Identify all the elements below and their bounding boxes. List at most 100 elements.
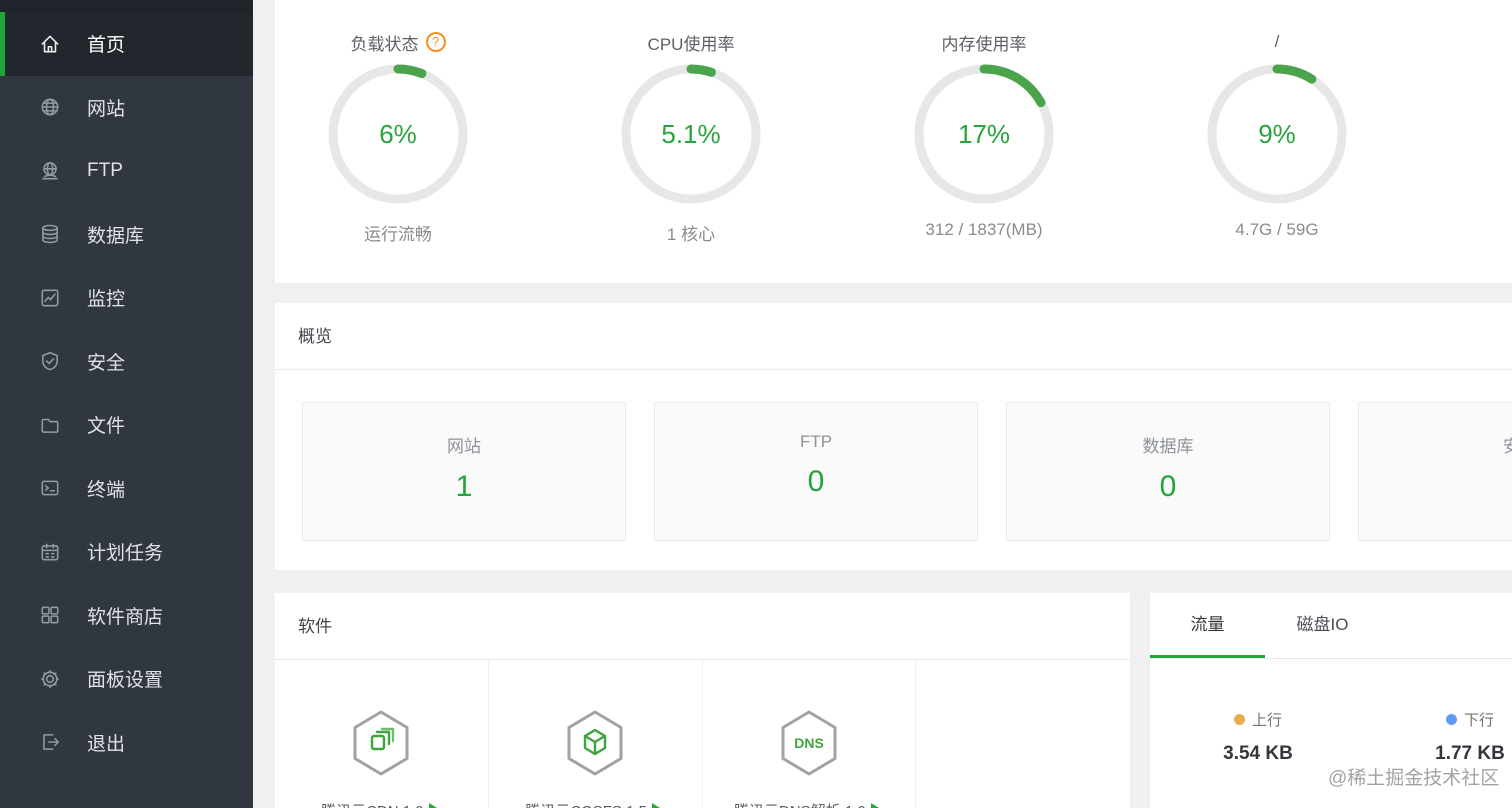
stat-card-database[interactable]: 数据库 0 xyxy=(1006,402,1330,541)
sidebar-item-label: 监控 xyxy=(87,289,126,311)
stat-label: 安全 xyxy=(1503,437,1512,456)
software-name: 腾讯云CDN 1.0 xyxy=(275,800,488,808)
tab-disk-io[interactable]: 磁盘IO xyxy=(1296,615,1349,634)
legend-downstream-head: 下行 xyxy=(1422,709,1512,730)
software-run-triangle-icon xyxy=(870,802,884,808)
legend-label: 下行 xyxy=(1463,712,1494,729)
help-icon[interactable]: ? xyxy=(425,32,446,52)
gauge-title: 内存使用率 xyxy=(861,31,1107,54)
gauge-ring: 6% xyxy=(323,59,473,209)
software-card: 软件 腾讯云CDN 1.0 xyxy=(275,593,1130,808)
gauge-ring: 17% xyxy=(909,59,1059,209)
sidebar-item-appstore[interactable]: 软件商店 xyxy=(0,584,253,648)
terminal-icon xyxy=(39,477,61,499)
sidebar-item-files[interactable]: 文件 xyxy=(0,393,253,457)
software-item-tencent-dns[interactable]: DNS 腾讯云DNS解析 1.0 xyxy=(703,660,917,808)
gauge-title: / xyxy=(1154,31,1400,53)
stat-label: 数据库 xyxy=(1142,437,1194,456)
sidebar-item-terminal[interactable]: 终端 xyxy=(0,457,253,521)
gauge-title: 负载状态 ? xyxy=(275,31,521,54)
sidebar-item-ftp[interactable]: FTP xyxy=(0,139,253,203)
software-run-triangle-icon xyxy=(651,802,665,808)
gauge-subtitle: 1 核心 xyxy=(666,225,716,244)
software-item-empty xyxy=(916,660,1130,808)
traffic-monitor-card: 流量 磁盘IO 上行 3.54 KB 下行 1.77 KB xyxy=(1150,593,1512,808)
software-run-triangle-icon xyxy=(428,802,442,808)
legend-downstream: 下行 1.77 KB xyxy=(1422,709,1512,765)
gauge-value: 5.1% xyxy=(661,118,721,149)
stat-card-ftp[interactable]: FTP 0 xyxy=(654,402,978,541)
monitor-tabs: 流量 磁盘IO xyxy=(1150,593,1512,659)
software-name: 腾讯云DNS解析 1.0 xyxy=(703,800,916,808)
gauge-ring: 5.1% xyxy=(616,59,766,209)
downstream-value: 1.77 KB xyxy=(1435,743,1505,764)
overview-card: 概览 网站 1 FTP 0 数据库 0 安全 1 xyxy=(275,303,1512,570)
sidebar: 首页 网站 FTP 数据库 监控 xyxy=(0,0,253,808)
sidebar-item-label: 退出 xyxy=(87,733,126,755)
calendar-icon xyxy=(39,541,61,563)
globe-icon xyxy=(39,96,61,118)
logout-icon xyxy=(39,731,61,753)
grid-icon xyxy=(39,604,61,626)
upstream-dot-icon xyxy=(1233,714,1245,725)
ftp-icon xyxy=(39,160,61,182)
sidebar-item-security[interactable]: 安全 xyxy=(0,330,253,394)
folder-icon xyxy=(39,414,61,436)
tencent-cosfs-icon xyxy=(563,708,627,783)
stat-value: 0 xyxy=(1159,470,1177,503)
stat-card-website[interactable]: 网站 1 xyxy=(302,402,626,541)
gauge-subtitle: 4.7G / 59G xyxy=(1235,220,1319,239)
gauge-title: CPU使用率 xyxy=(568,31,814,54)
traffic-legend-area: 上行 3.54 KB 下行 1.77 KB xyxy=(1150,659,1512,808)
sidebar-menu: 首页 网站 FTP 数据库 监控 xyxy=(0,12,253,774)
stat-value: 0 xyxy=(807,465,825,498)
sidebar-item-cron[interactable]: 计划任务 xyxy=(0,520,253,584)
sidebar-item-label: FTP xyxy=(87,159,123,181)
sidebar-item-logout[interactable]: 退出 xyxy=(0,711,253,775)
sidebar-item-website[interactable]: 网站 xyxy=(0,76,253,140)
stat-label: FTP xyxy=(799,432,833,451)
gauge-disk-root: / 9% 4.7G / 59G xyxy=(1154,0,1400,283)
legend-label: 上行 xyxy=(1251,712,1282,729)
software-item-tencent-cosfs[interactable]: 腾讯云COSFS 1.5 xyxy=(489,660,703,808)
software-name-text: 腾讯云DNS解析 1.0 xyxy=(734,800,866,808)
software-name-text: 腾讯云COSFS 1.5 xyxy=(525,800,647,808)
monitor-icon xyxy=(39,287,61,309)
sidebar-item-label: 网站 xyxy=(87,98,126,120)
database-icon xyxy=(39,223,61,245)
gear-icon xyxy=(39,668,61,690)
sidebar-item-panel-settings[interactable]: 面板设置 xyxy=(0,647,253,711)
shield-icon xyxy=(39,350,61,372)
software-grid: 腾讯云CDN 1.0 腾讯云COSFS 1.5 xyxy=(275,660,1130,808)
home-icon xyxy=(39,33,61,55)
software-item-tencent-cdn[interactable]: 腾讯云CDN 1.0 xyxy=(275,660,489,808)
overview-stats: 网站 1 FTP 0 数据库 0 安全 1 xyxy=(275,370,1512,541)
stat-value: 1 xyxy=(1359,470,1512,504)
sidebar-item-database[interactable]: 数据库 xyxy=(0,203,253,267)
gauge-title-text: / xyxy=(1274,32,1280,51)
tencent-cdn-icon xyxy=(349,708,413,783)
sidebar-item-label: 首页 xyxy=(87,35,126,57)
gauge-title-text: CPU使用率 xyxy=(647,34,735,54)
gauge-subtitle: 运行流畅 xyxy=(364,225,432,244)
sidebar-item-monitor[interactable]: 监控 xyxy=(0,266,253,330)
sidebar-item-home[interactable]: 首页 xyxy=(0,12,253,76)
sidebar-item-label: 面板设置 xyxy=(87,670,164,692)
gauge-load: 负载状态 ? 6% 运行流畅 xyxy=(275,0,521,283)
gauge-cpu: CPU使用率 5.1% 1 核心 xyxy=(568,0,814,283)
watermark: @稀土掘金技术社区 xyxy=(1328,768,1500,789)
gauge-memory: 内存使用率 17% 312 / 1837(MB) xyxy=(861,0,1107,283)
downstream-dot-icon xyxy=(1445,714,1457,725)
gauge-value: 17% xyxy=(957,118,1011,149)
sidebar-top-strip xyxy=(0,0,253,12)
stat-card-security[interactable]: 安全 1 xyxy=(1358,402,1512,541)
legend-upstream-head: 上行 xyxy=(1210,709,1306,730)
upstream-value: 3.54 KB xyxy=(1223,743,1293,764)
software-name: 腾讯云COSFS 1.5 xyxy=(489,800,702,808)
gauge-subtitle: 312 / 1837(MB) xyxy=(925,220,1043,239)
gauge-value: 6% xyxy=(379,118,417,149)
gauge-title-text: 负载状态 xyxy=(350,34,419,54)
sidebar-item-label: 终端 xyxy=(87,479,126,501)
gauge-title-text: 内存使用率 xyxy=(941,34,1027,54)
tab-traffic[interactable]: 流量 xyxy=(1150,593,1265,658)
